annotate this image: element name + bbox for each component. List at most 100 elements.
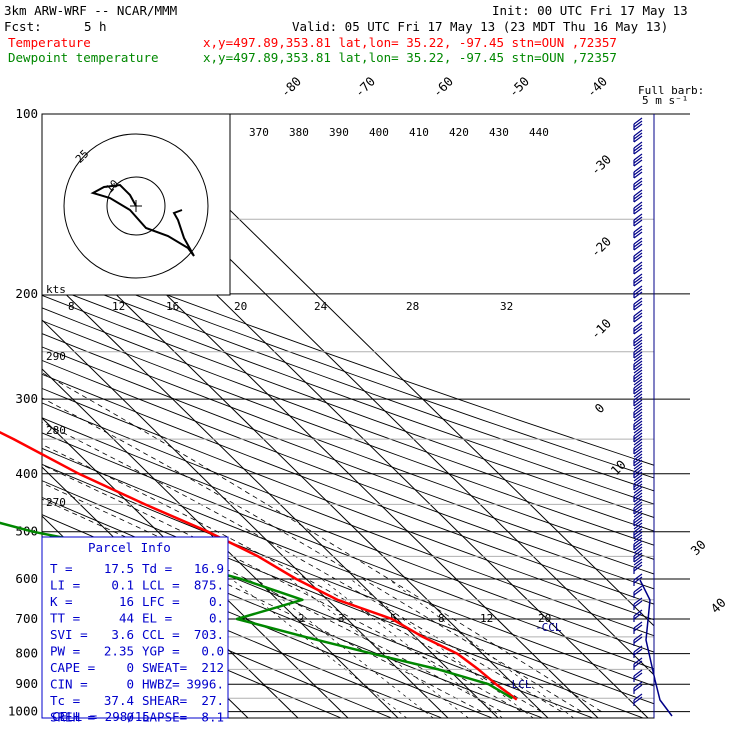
mixing-ratio-label: 12	[480, 612, 493, 625]
wind-barb	[633, 156, 643, 164]
hodograph: 25 10 kts	[41, 113, 231, 296]
parcel-info-rows: T = 17.5 Td = 16.9 LI = 0.1 LCL = 875. K = 16 LFC …	[50, 561, 224, 725]
wind-barb	[633, 621, 643, 629]
wind-barb	[633, 426, 643, 434]
dewpoint-profile	[0, 521, 514, 700]
wind-barb	[633, 483, 643, 491]
wind-barb	[633, 189, 643, 197]
parcel-row-value-right: 3996.	[186, 677, 224, 692]
wind-barb	[633, 573, 643, 581]
wind-barb	[633, 369, 643, 377]
temperature-tick-label: -10	[588, 316, 615, 343]
wind-barb	[633, 228, 643, 236]
wind-barb	[633, 561, 643, 569]
parcel-row-value-left: 0.1	[111, 578, 134, 593]
isotherm	[42, 319, 449, 718]
pressure-tick-label: 400	[15, 466, 38, 481]
wind-barb	[633, 165, 643, 173]
wind-legend-line2: 5 m s⁻¹	[642, 94, 688, 107]
wind-barb	[633, 510, 643, 518]
theta-label: 410	[409, 126, 429, 139]
wind-barb	[633, 207, 643, 215]
pressure-tick-label: 900	[15, 676, 38, 691]
hodograph-units: kts	[46, 283, 66, 296]
pressure-tick-label: 200	[15, 286, 38, 301]
wind-barb	[633, 285, 643, 293]
wind-barb	[633, 297, 643, 305]
wind-barb	[633, 405, 643, 413]
wind-barb	[633, 249, 643, 257]
wind-barb	[633, 378, 643, 386]
mixing-ratio-line	[388, 578, 574, 718]
wind-barb	[633, 384, 643, 392]
parcel-row-value-right: 875.	[194, 578, 224, 593]
wind-barb	[633, 135, 643, 143]
wind-barb	[633, 357, 643, 365]
dry-adiabat	[42, 447, 654, 687]
wind-barb	[633, 147, 643, 155]
isotherm	[42, 711, 49, 718]
dry-adiabat	[42, 359, 654, 590]
wind-barb	[633, 672, 643, 680]
wind-barb	[633, 537, 643, 545]
wind-barb	[633, 453, 643, 461]
wind-barb	[633, 492, 643, 500]
wind-barb	[633, 516, 643, 524]
wind-barb	[633, 624, 643, 632]
wind-barb	[633, 402, 643, 410]
mixing-ratio-line	[256, 578, 434, 718]
parcel-row-value-left: 16	[119, 594, 134, 609]
wind-barb	[633, 612, 643, 620]
moist-adiabat-label: 8	[68, 300, 75, 313]
wind-barb	[633, 360, 643, 368]
theta-label: 440	[529, 126, 549, 139]
wind-barb	[633, 273, 643, 281]
wind-barb	[633, 450, 643, 458]
wind-barb	[633, 414, 643, 422]
temperature-tick-label: 30	[688, 537, 709, 558]
wind-barb	[633, 552, 643, 560]
theta-label: 380	[289, 126, 309, 139]
dry-adiabat	[42, 373, 654, 605]
lcl-marker: -LCL	[505, 678, 532, 691]
wind-barb	[633, 372, 643, 380]
theta-label-low: 280	[46, 424, 66, 437]
dry-adiabat	[42, 463, 654, 705]
parcel-row-value-left: 17.5	[104, 561, 134, 576]
wind-barb	[633, 525, 643, 533]
init-time: Init: 00 UTC Fri 17 May 13	[492, 3, 688, 18]
theta-label: 400	[369, 126, 389, 139]
wind-barb	[633, 540, 643, 548]
ccl-marker: -CCL	[535, 621, 562, 634]
wind-barb	[633, 177, 643, 185]
wind-barb	[633, 408, 643, 416]
mixing-ratio-line	[350, 578, 534, 718]
parcel-row-value-right: 27.	[201, 693, 224, 708]
wind-barb	[633, 417, 643, 425]
parcel-row-value-left: 44	[119, 611, 134, 626]
moist-adiabat-label: 32	[500, 300, 513, 313]
wind-barb	[633, 564, 643, 572]
temperature-location: x,y=497.89,353.81 lat,lon= 35.22, -97.45…	[203, 35, 617, 50]
wind-barb	[633, 327, 643, 335]
dry-adiabat	[42, 588, 342, 718]
wind-barb	[633, 153, 643, 161]
wind-barb	[633, 609, 643, 617]
wind-barb	[633, 546, 643, 554]
dry-adiabat	[42, 402, 654, 637]
wind-barb	[633, 477, 643, 485]
isotherm	[131, 114, 654, 627]
wind-barb	[633, 123, 643, 131]
mixing-ratio-line	[321, 578, 503, 718]
pressure-tick-label: 600	[15, 571, 38, 586]
wind-barb	[633, 456, 643, 464]
wind-barb	[633, 462, 643, 470]
wind-barb	[633, 489, 643, 497]
wind-barb	[633, 387, 643, 395]
wind-barb	[633, 645, 643, 653]
wind-barb	[633, 399, 643, 407]
moist-adiabat-label: 12	[112, 300, 125, 313]
parcel-row-value-left: 0	[126, 660, 134, 675]
wind-barb	[633, 216, 643, 224]
